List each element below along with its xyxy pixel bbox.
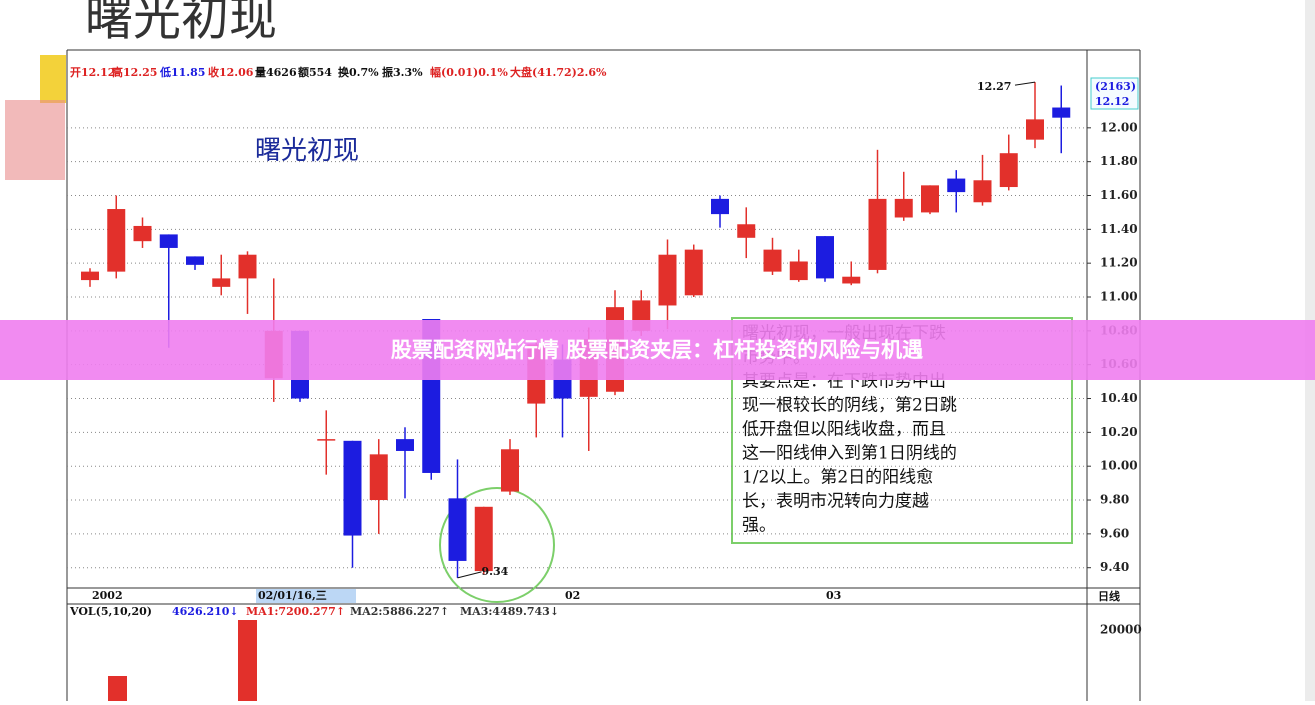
candle-body — [947, 178, 966, 193]
candle-body — [107, 209, 126, 272]
header-item: 开12.12 — [70, 66, 115, 79]
note-box — [731, 317, 1073, 544]
date-highlight — [256, 589, 356, 603]
header-item: 大盘(41.72)2.6% — [510, 65, 607, 79]
y-tick-label: 9.60 — [1100, 526, 1129, 540]
header-item: 换0.7% — [338, 65, 379, 79]
candle-body — [1052, 107, 1071, 118]
candle-body — [894, 198, 913, 218]
note-line: 长，表明市况转向力度越 — [742, 492, 929, 512]
volume-header: MA2:5886.227↑ — [350, 605, 449, 618]
y-tick-label: 11.80 — [1100, 154, 1138, 168]
left-block — [5, 100, 65, 180]
leader-line — [457, 571, 482, 579]
header-item: 振3.3% — [382, 65, 423, 79]
leader-line — [1014, 81, 1036, 86]
y-tick-label: 11.60 — [1100, 188, 1138, 202]
y-tick-label: 10.00 — [1100, 459, 1138, 473]
note-line: 现一根较长的阴线，第2日跳 — [742, 396, 957, 416]
header-item: 量4626 — [255, 66, 297, 79]
left-block — [40, 55, 66, 103]
candle-body — [369, 454, 388, 501]
candle-body — [133, 225, 152, 242]
y-tick-label: 11.40 — [1100, 222, 1138, 236]
x-label: 02/01/16,三 — [258, 589, 327, 602]
header-item: 额554 — [298, 65, 332, 79]
highlight-circle — [439, 487, 555, 603]
header-item: 高12.25 — [112, 65, 157, 79]
header-item: 收12.06 — [208, 65, 254, 79]
volume-header: 4626.210↓ — [172, 605, 239, 618]
y-tick-label: 10.40 — [1100, 391, 1138, 405]
candle-body — [921, 185, 939, 213]
y-tick-label: 10.20 — [1100, 425, 1138, 439]
price-box-label: (2163) — [1095, 80, 1136, 93]
y-tick-label: 11.00 — [1100, 290, 1138, 304]
volume-header: VOL(5,10,20) — [69, 605, 152, 618]
volume-shape — [108, 676, 127, 701]
candle-body — [711, 198, 729, 215]
candle-body — [343, 440, 362, 536]
price-box-label: 12.12 — [1095, 95, 1129, 108]
header-item: 低11.85 — [159, 65, 205, 79]
y-tick-label: 12.00 — [1100, 120, 1138, 134]
volume-shape — [238, 620, 257, 701]
candle-body — [816, 236, 834, 279]
candle-body — [81, 271, 99, 281]
y-tick-label: 9.80 — [1100, 493, 1129, 507]
banner-bg — [0, 320, 1315, 380]
header-item: 幅(0.01)0.1% — [430, 65, 508, 79]
candle-body — [658, 254, 677, 306]
candle-body — [317, 439, 336, 441]
note-line: 强。 — [742, 516, 776, 536]
x-label: 02 — [565, 589, 580, 602]
candle-body — [868, 198, 887, 270]
candle-body — [737, 224, 756, 238]
candle-body — [238, 254, 257, 279]
candle-body — [212, 278, 231, 287]
high-label: 12.27 — [977, 80, 1011, 93]
candle-body — [396, 439, 414, 451]
y-tick-label: 9.40 — [1100, 560, 1129, 574]
candle-body — [684, 249, 703, 296]
candle-body — [501, 449, 519, 492]
banner-text: 股票配资网站行情 股票配资夹层：杠杆投资的风险与机遇 — [391, 338, 923, 362]
page-title: 曙光初现 — [85, 0, 277, 47]
volume-tick: 20000 — [1100, 623, 1142, 637]
candle-body — [159, 234, 178, 248]
candle-body — [474, 506, 493, 572]
period-label: 日线 — [1098, 589, 1120, 603]
candle-body — [448, 498, 467, 561]
volume-header: MA1:7200.277↑ — [246, 605, 345, 618]
volume-header: MA3:4489.743↓ — [460, 605, 559, 618]
y-tick-label: 11.20 — [1100, 256, 1138, 270]
note-line: 1/2以上。第2日的阳线愈 — [742, 468, 933, 488]
low-label: 9.34 — [482, 565, 509, 578]
candle-body — [763, 249, 782, 272]
x-label: 03 — [826, 589, 841, 602]
price-box — [1090, 77, 1139, 110]
chart-title: 曙光初现 — [255, 136, 359, 166]
x-label: 2002 — [92, 589, 123, 602]
candle-body — [973, 180, 992, 203]
note-line: 这一阳线伸入到第1日阴线的 — [742, 444, 957, 464]
candle-body — [999, 153, 1018, 188]
candle-body — [186, 256, 204, 265]
note-line: 低开盘但以阳线收盘，而且 — [742, 420, 946, 440]
candle-body — [789, 261, 808, 281]
candle-body — [1026, 119, 1044, 140]
candle-body — [842, 276, 861, 284]
